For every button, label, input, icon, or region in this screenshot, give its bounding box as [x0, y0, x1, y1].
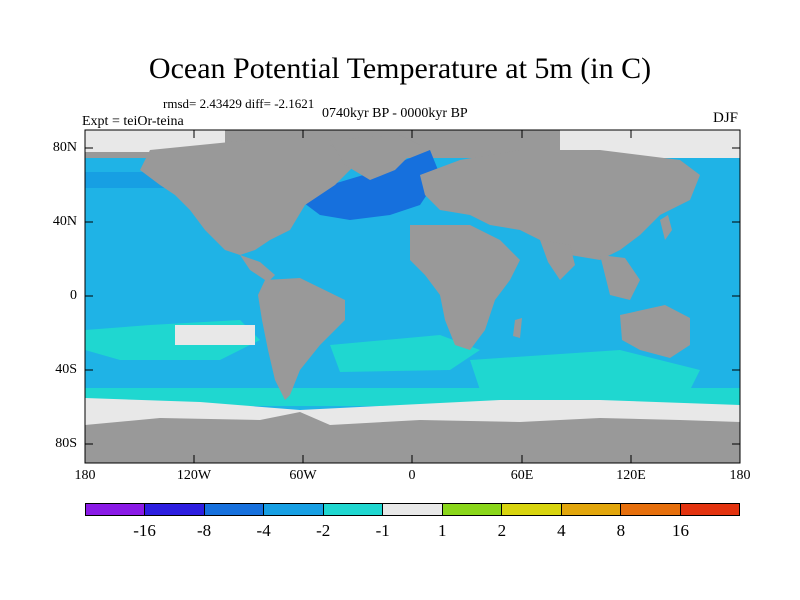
colorbar-swatch	[323, 504, 384, 515]
period-text: 0740kyr BP - 0000kyr BP	[322, 106, 468, 121]
experiment-text: Expt = teiOr-teina	[82, 114, 184, 129]
colorbar	[85, 503, 740, 516]
south-america	[258, 278, 345, 400]
colorbar-tick-label: -8	[196, 521, 212, 540]
lon-label: 60W	[289, 468, 317, 483]
madagascar	[513, 318, 522, 338]
colorbar-swatch	[502, 504, 562, 515]
lat-label: 40S	[55, 362, 77, 377]
lon-label: 180	[74, 468, 96, 483]
south-pacific-patch	[175, 325, 255, 345]
colorbar-tick-label: 2	[497, 521, 507, 540]
colorbar-tick-label: 8	[616, 521, 626, 540]
europe-asia	[420, 150, 700, 260]
lon-label: 120W	[176, 468, 212, 483]
colorbar-tick-label: 4	[557, 521, 566, 540]
figure-title: Ocean Potential Temperature at 5m (in C)	[148, 52, 652, 85]
colorbar-swatch	[680, 504, 739, 515]
colorbar-tick-label: -2	[316, 521, 331, 540]
colorbar-swatch	[561, 504, 622, 515]
colorbar-swatch	[442, 504, 503, 515]
japan	[660, 215, 672, 240]
north-atlantic-cold	[300, 150, 440, 220]
north-america	[140, 140, 360, 255]
southern-ocean-ice	[85, 398, 740, 425]
greenland	[330, 135, 420, 180]
axis-ticks	[85, 130, 740, 463]
colorbar-swatch	[264, 504, 324, 515]
lon-label: 60E	[510, 468, 534, 483]
colorbar-swatch	[204, 504, 265, 515]
colorbar-swatch	[145, 504, 205, 515]
lat-label: 80S	[55, 436, 77, 451]
south-atlantic-light	[330, 335, 480, 372]
colorbar-tick-label: -4	[256, 521, 271, 540]
lat-label: 80N	[52, 140, 77, 155]
indian-ocean-light	[470, 350, 700, 390]
colorbar-swatch	[621, 504, 681, 515]
colorbar-tick-label: -1	[375, 521, 390, 540]
stats-text: rmsd= 2.43429 diff= -2.1621	[163, 96, 315, 111]
lon-label: 180	[729, 468, 751, 483]
colorbar-tick-label: 16	[671, 521, 689, 540]
colorbar-swatch	[86, 504, 146, 515]
india-asia-south	[540, 240, 575, 280]
australia	[620, 305, 690, 358]
antarctica	[85, 412, 740, 463]
southeast-asia	[600, 255, 640, 300]
lat-label: 40N	[52, 214, 77, 229]
colorbar-tick-label: 1	[438, 521, 447, 540]
colorbar-swatch	[383, 504, 443, 515]
lat-label: 0	[70, 288, 77, 303]
season-text: DJF	[713, 110, 739, 126]
colorbar-tick-label: -16	[133, 521, 156, 540]
africa	[410, 225, 520, 350]
lon-label: 0	[408, 468, 416, 483]
central-america	[240, 255, 275, 282]
lon-label: 120E	[616, 468, 646, 483]
